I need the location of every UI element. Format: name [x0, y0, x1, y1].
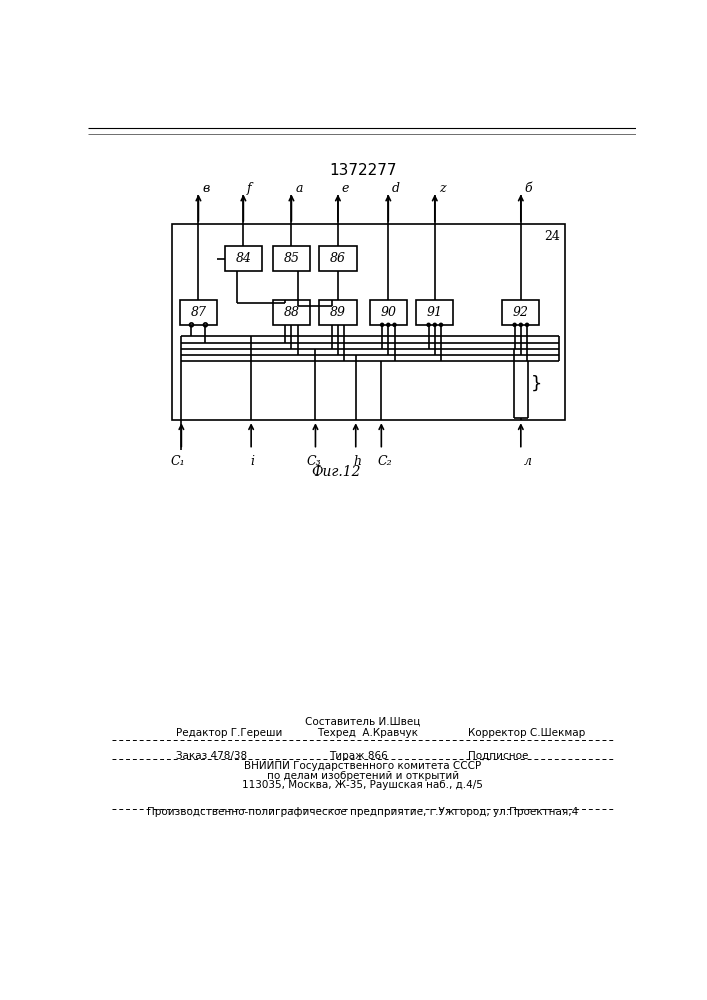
Circle shape — [380, 323, 384, 326]
Text: Подписное: Подписное — [468, 751, 529, 761]
Text: Техред  А.Кравчук: Техред А.Кравчук — [317, 728, 418, 738]
Bar — [180, 300, 217, 325]
Text: C₃: C₃ — [307, 455, 321, 468]
Text: 88: 88 — [284, 306, 300, 319]
Text: C₁: C₁ — [171, 455, 186, 468]
Text: f: f — [247, 182, 252, 195]
Text: по делам изобретений и открытий: по делам изобретений и открытий — [267, 771, 459, 781]
Circle shape — [393, 323, 396, 326]
Bar — [273, 300, 310, 325]
Text: Составитель И.Швец: Составитель И.Швец — [305, 717, 421, 727]
Text: Тираж 866: Тираж 866 — [329, 751, 387, 761]
Text: 113035, Москва, Ж-35, Раушская наб., д.4/5: 113035, Москва, Ж-35, Раушская наб., д.4… — [243, 780, 483, 790]
Text: 85: 85 — [284, 252, 300, 265]
Text: ВНИИПИ Государственного комитета СССР: ВНИИПИ Государственного комитета СССР — [244, 761, 481, 771]
Text: 24: 24 — [544, 230, 561, 243]
Circle shape — [427, 323, 430, 326]
Circle shape — [525, 323, 529, 326]
Text: 89: 89 — [330, 306, 346, 319]
Text: z: z — [438, 182, 445, 195]
Text: б: б — [525, 182, 532, 195]
Text: 90: 90 — [380, 306, 397, 319]
Bar — [416, 300, 453, 325]
Text: Корректор С.Шекмар: Корректор С.Шекмар — [468, 728, 585, 738]
Text: л: л — [524, 455, 532, 468]
Circle shape — [433, 323, 436, 326]
Circle shape — [440, 323, 443, 326]
Circle shape — [519, 323, 522, 326]
Bar — [370, 300, 407, 325]
Text: 91: 91 — [427, 306, 443, 319]
Text: a: a — [296, 182, 303, 195]
Bar — [320, 300, 356, 325]
Bar — [172, 224, 565, 420]
Bar — [225, 246, 262, 271]
Text: Производственно-полиграфическое предприятие, г.Ужгород, ул.Проектная,4: Производственно-полиграфическое предприя… — [147, 807, 578, 817]
Text: в: в — [202, 182, 209, 195]
Text: Редактор Г.Гереши: Редактор Г.Гереши — [176, 728, 282, 738]
Bar — [273, 246, 310, 271]
Text: i: i — [251, 455, 255, 468]
Text: 92: 92 — [513, 306, 529, 319]
Text: }: } — [531, 374, 542, 392]
Text: e: e — [341, 182, 349, 195]
Circle shape — [387, 323, 390, 326]
Text: d: d — [392, 182, 400, 195]
Text: 84: 84 — [235, 252, 252, 265]
Text: 1372277: 1372277 — [329, 163, 397, 178]
Text: C₂: C₂ — [377, 455, 392, 468]
Text: 87: 87 — [190, 306, 206, 319]
Text: Заказ 478/38: Заказ 478/38 — [176, 751, 247, 761]
Circle shape — [513, 323, 516, 326]
Bar — [320, 246, 356, 271]
Text: 86: 86 — [330, 252, 346, 265]
Text: Фиг.12: Фиг.12 — [312, 465, 361, 479]
Text: h: h — [354, 455, 361, 468]
Bar — [502, 300, 539, 325]
